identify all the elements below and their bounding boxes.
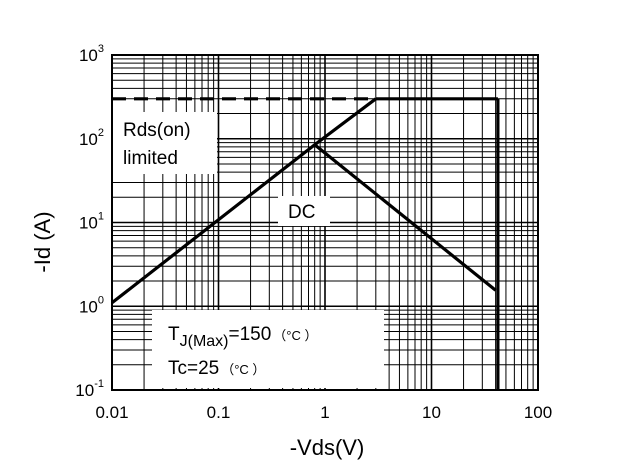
y-tick-exponent: 3 — [98, 43, 104, 55]
tj-main: T — [168, 324, 180, 345]
plot-frame — [111, 54, 539, 391]
rds-label-line1: Rds(on) — [123, 120, 191, 141]
tc-unit: （°C ） — [221, 362, 265, 377]
x-tick-label: 10 — [422, 403, 441, 422]
y-tick-exponent: 0 — [98, 294, 104, 306]
x-tick-label: 1 — [320, 403, 329, 422]
x-tick-label: 0.01 — [95, 403, 128, 422]
dc-label-box — [278, 196, 330, 226]
x-axis-label: -Vds(V) — [290, 435, 365, 460]
y-tick-base: 10 — [79, 297, 98, 316]
tj-unit: （°C ） — [273, 328, 317, 343]
tc-label: Tc=25 （°C ） — [168, 358, 265, 379]
tj-value: =150 — [229, 324, 272, 345]
x-tick-labels: 0.01 0.1 1 10 100 — [95, 403, 552, 422]
y-tick-label: 10-1 — [75, 378, 104, 400]
rds-label-box — [113, 112, 217, 174]
y-tick-label: 101 — [79, 211, 104, 233]
series-group — [111, 97, 500, 390]
y-tick-base: 10 — [79, 46, 98, 65]
y-tick-exponent: 2 — [98, 127, 104, 139]
x-tick-label: 100 — [524, 403, 552, 422]
y-tick-label: 103 — [79, 43, 104, 65]
y-tick-exponent: 1 — [98, 211, 104, 223]
rds-label-line2: limited — [123, 148, 178, 169]
tc-value: Tc=25 — [168, 358, 219, 379]
y-tick-exponent: -1 — [94, 378, 104, 390]
series-dc — [313, 143, 497, 292]
dc-label: DC — [288, 202, 315, 223]
y-tick-base: 10 — [79, 214, 98, 233]
y-tick-label: 100 — [79, 294, 104, 316]
x-tick-label: 0.1 — [207, 403, 231, 422]
conditions-box — [152, 310, 384, 388]
tj-sub: J(Max) — [180, 333, 229, 350]
y-axis-label: -Id (A) — [30, 211, 55, 272]
tj-label: TJ(Max)=150 （°C ） — [168, 324, 318, 350]
y-tick-label: 102 — [79, 127, 104, 149]
y-tick-base: 10 — [75, 381, 94, 400]
y-tick-base: 10 — [79, 130, 98, 149]
